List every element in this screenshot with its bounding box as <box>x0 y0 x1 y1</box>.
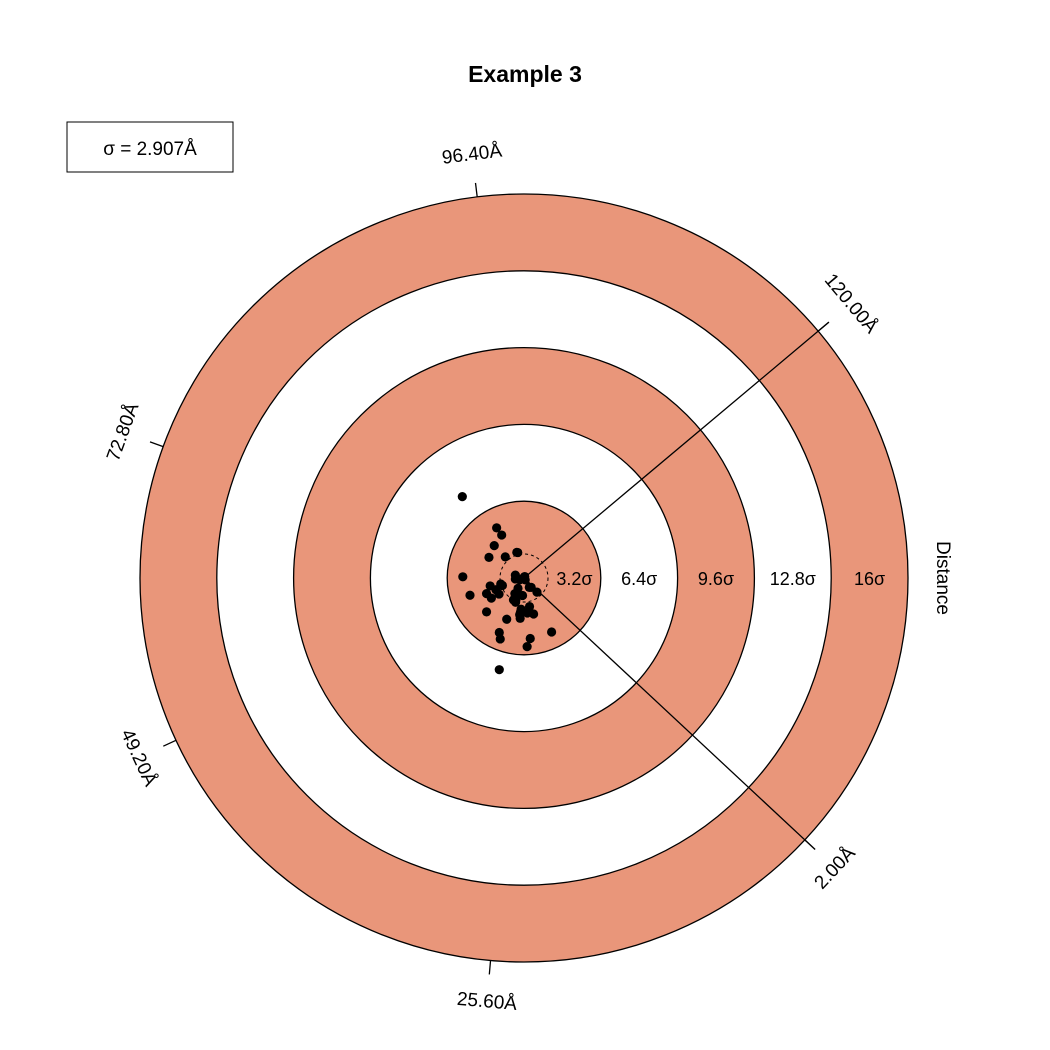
legend-text: σ = 2.907Å <box>103 139 197 160</box>
data-point <box>484 552 494 562</box>
angular-tick-label: 2.00Å <box>811 843 860 894</box>
angular-tick-label: 72.80Å <box>103 400 143 464</box>
distance-axis-label: Distance <box>932 541 953 615</box>
data-point <box>502 614 512 624</box>
data-point <box>529 609 539 619</box>
data-point <box>481 589 492 599</box>
data-point <box>492 523 502 533</box>
ring-label: 9.6σ <box>698 569 734 589</box>
angular-tick <box>488 960 492 975</box>
inner-dashed-circle <box>499 553 549 603</box>
ring-labels-layer: 3.2σ 6.4σ 9.6σ 12.8σ 16σ <box>556 569 885 589</box>
data-point <box>513 547 523 558</box>
data-point <box>522 642 532 652</box>
data-point <box>465 590 475 600</box>
data-point <box>525 633 535 644</box>
scale-line-start <box>523 577 816 850</box>
data-point <box>500 552 510 562</box>
ring-label: 6.4σ <box>621 569 657 589</box>
legend: σ = 2.907Å <box>66 121 234 173</box>
angular-tick <box>804 839 816 850</box>
scale-line-end <box>523 321 830 579</box>
points-layer <box>457 492 557 675</box>
data-point <box>532 587 542 597</box>
data-point <box>495 634 505 644</box>
angular-tick <box>474 182 478 197</box>
data-point <box>517 590 528 601</box>
data-point <box>497 580 507 591</box>
data-point <box>481 607 492 617</box>
angular-tick <box>817 321 830 332</box>
data-point <box>510 597 521 607</box>
scale-lines-layer <box>523 321 830 850</box>
ring-label: 12.8σ <box>770 569 816 589</box>
data-point <box>547 627 557 637</box>
data-point <box>524 582 534 592</box>
ring-label: 16σ <box>854 569 885 589</box>
data-point <box>524 601 535 612</box>
chart-title: Example 3 <box>468 61 582 87</box>
angular-tick-label: 96.40Å <box>441 141 504 169</box>
ring-label: 3.2σ <box>556 569 592 589</box>
angular-tick-label: 25.60Å <box>456 989 518 1015</box>
angular-tick <box>149 441 164 448</box>
data-point <box>494 665 504 675</box>
data-point <box>497 530 507 540</box>
angular-tick-label: 49.20Å <box>116 726 161 790</box>
data-point <box>489 541 499 551</box>
data-point <box>458 572 468 582</box>
legend-box <box>66 121 234 173</box>
data-point <box>515 607 526 617</box>
angular-tick <box>163 739 177 747</box>
data-point <box>457 492 467 502</box>
angular-tick-label: 120.00Å <box>820 270 882 338</box>
data-point <box>520 571 530 582</box>
